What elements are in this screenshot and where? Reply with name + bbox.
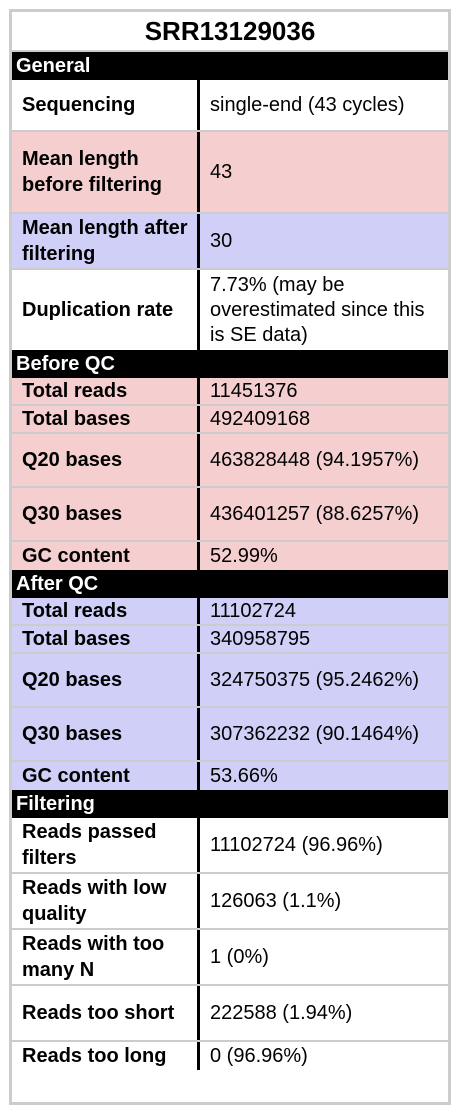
row-value: 340958795 <box>210 627 311 650</box>
table-title: SRR13129036 <box>12 12 448 52</box>
table-row: Duplication rate 7.73% (may be overestim… <box>12 270 448 350</box>
row-value: 11102724 (96.96%) <box>210 833 383 856</box>
section-after-qc: Total reads 11102724 Total bases 3409587… <box>12 598 448 790</box>
row-value: 492409168 <box>210 407 311 430</box>
row-value: 1 (0%) <box>210 945 269 968</box>
row-key: Q20 bases <box>12 434 200 486</box>
row-key: Mean length before filtering <box>12 132 200 212</box>
row-key: Total reads <box>12 598 200 624</box>
row-key: Reads with low quality <box>12 874 200 928</box>
row-key: Reads with too many N <box>12 930 200 984</box>
row-value: 52.99% <box>210 544 278 567</box>
row-key: Reads passed filters <box>12 818 200 872</box>
table-row: Q20 bases 463828448 (94.1957%) <box>12 434 448 488</box>
section-general: Sequencing single-end (43 cycles) Mean l… <box>12 80 448 350</box>
table-row: Sequencing single-end (43 cycles) <box>12 80 448 132</box>
row-value: 307362232 (90.1464%) <box>210 722 420 745</box>
table-row: Reads with low quality 126063 (1.1%) <box>12 874 448 930</box>
row-value: 126063 (1.1%) <box>210 889 342 912</box>
row-value: 11102724 <box>210 599 297 622</box>
row-value: 0 (96.96%) <box>210 1044 308 1067</box>
row-value: 436401257 (88.6257%) <box>210 502 420 525</box>
table-row: Mean length before filtering 43 <box>12 132 448 214</box>
row-value: 30 <box>210 229 233 252</box>
row-key: Total bases <box>12 626 200 652</box>
row-key: Total bases <box>12 406 200 432</box>
table-row: Q30 bases 436401257 (88.6257%) <box>12 488 448 542</box>
row-key: Q30 bases <box>12 488 200 540</box>
table-row: Total reads 11451376 <box>12 378 448 406</box>
table-row: GC content 52.99% <box>12 542 448 570</box>
row-value: 222588 (1.94%) <box>210 1001 353 1024</box>
row-key: GC content <box>12 762 200 790</box>
section-header-before-qc: Before QC <box>12 350 448 378</box>
row-key: Q30 bases <box>12 708 200 760</box>
table-row: Reads too short 222588 (1.94%) <box>12 986 448 1042</box>
table-row: Q30 bases 307362232 (90.1464%) <box>12 708 448 762</box>
section-header-general: General <box>12 52 448 80</box>
section-header-filtering: Filtering <box>12 790 448 818</box>
row-value: 7.73% (may be overestimated since this i… <box>210 273 425 346</box>
table-row: Total reads 11102724 <box>12 598 448 626</box>
row-key: Reads too short <box>12 986 200 1040</box>
table-row: Total bases 492409168 <box>12 406 448 434</box>
row-value: 463828448 (94.1957%) <box>210 448 420 471</box>
row-key: GC content <box>12 542 200 570</box>
row-value: 53.66% <box>210 764 278 787</box>
table-row: Reads with too many N 1 (0%) <box>12 930 448 986</box>
table-row: Total bases 340958795 <box>12 626 448 654</box>
section-filtering: Reads passed filters 11102724 (96.96%) R… <box>12 818 448 1070</box>
summary-table: SRR13129036 General Sequencing single-en… <box>9 9 451 1105</box>
section-header-after-qc: After QC <box>12 570 448 598</box>
section-before-qc: Total reads 11451376 Total bases 4924091… <box>12 378 448 570</box>
row-key: Q20 bases <box>12 654 200 706</box>
row-key: Total reads <box>12 378 200 404</box>
table-row: GC content 53.66% <box>12 762 448 790</box>
row-value: 324750375 (95.2462%) <box>210 668 420 691</box>
table-row: Q20 bases 324750375 (95.2462%) <box>12 654 448 708</box>
table-row: Mean length after filtering 30 <box>12 214 448 270</box>
table-row: Reads too long 0 (96.96%) <box>12 1042 448 1070</box>
row-key: Mean length after filtering <box>12 214 200 268</box>
row-value: single-end (43 cycles) <box>210 93 405 116</box>
row-key: Duplication rate <box>12 270 200 350</box>
row-value: 43 <box>210 160 233 183</box>
row-key: Reads too long <box>12 1042 200 1070</box>
row-key: Sequencing <box>12 80 200 130</box>
row-value: 11451376 <box>210 379 298 402</box>
table-row: Reads passed filters 11102724 (96.96%) <box>12 818 448 874</box>
